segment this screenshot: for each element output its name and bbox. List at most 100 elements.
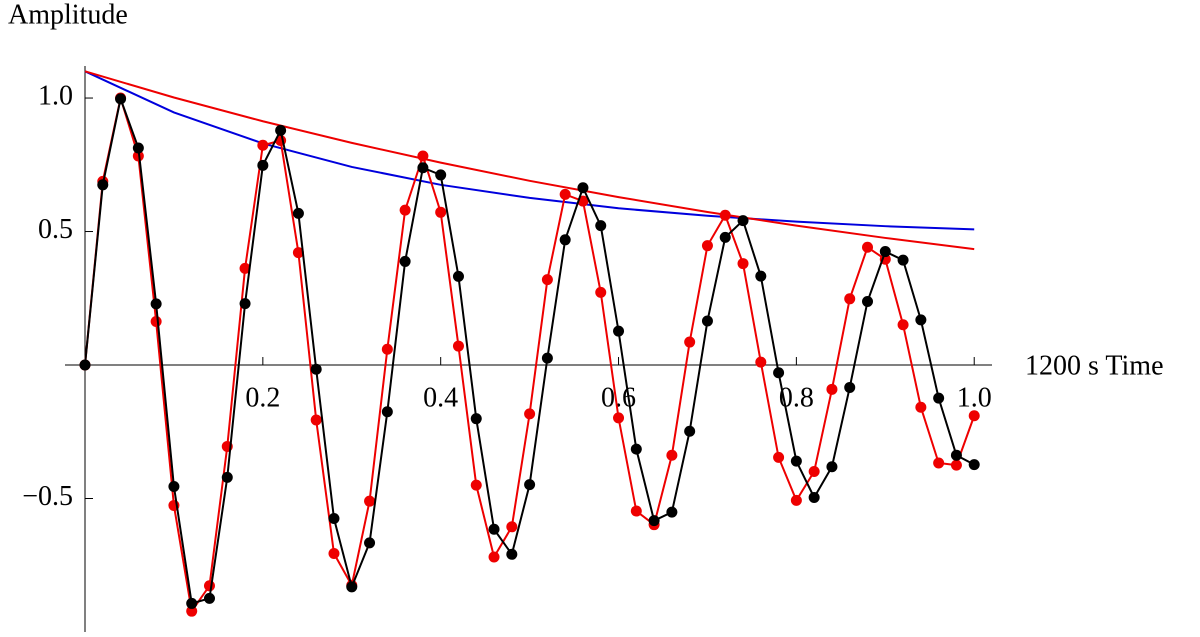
- data-point: [346, 581, 358, 593]
- data-point: [506, 548, 518, 560]
- data-point: [417, 162, 429, 174]
- data-point: [328, 513, 340, 525]
- data-point: [595, 286, 607, 298]
- data-point: [666, 449, 678, 461]
- y-tick-label: 1.0: [38, 80, 73, 111]
- y-tick-label: −0.5: [22, 481, 73, 512]
- data-point: [862, 295, 874, 307]
- data-point: [292, 247, 304, 259]
- data-point: [452, 270, 464, 282]
- data-point: [701, 315, 713, 327]
- data-point: [950, 459, 962, 471]
- data-point: [381, 406, 393, 418]
- data-point: [292, 207, 304, 219]
- data-point: [915, 314, 927, 326]
- data-point: [168, 480, 180, 492]
- x-tick-label: 0.8: [779, 382, 814, 413]
- data-point: [808, 466, 820, 478]
- data-point: [470, 479, 482, 491]
- data-point: [488, 551, 500, 563]
- data-point: [381, 343, 393, 355]
- data-point: [221, 471, 233, 483]
- data-point: [648, 515, 660, 527]
- data-point: [684, 425, 696, 437]
- data-point: [844, 293, 856, 305]
- data-point: [132, 142, 144, 154]
- data-point: [150, 298, 162, 310]
- data-point: [150, 316, 162, 328]
- data-point: [897, 319, 909, 331]
- y-axis-label: Amplitude: [8, 0, 128, 30]
- data-point: [755, 270, 767, 282]
- data-point: [310, 414, 322, 426]
- data-point: [595, 220, 607, 232]
- data-point: [97, 179, 109, 191]
- data-point: [897, 254, 909, 266]
- data-point: [737, 258, 749, 270]
- data-point: [577, 182, 589, 194]
- envelope-line: [84, 70, 975, 231]
- data-point: [915, 401, 927, 413]
- data-point: [435, 169, 447, 181]
- data-point: [364, 495, 376, 507]
- data-point: [257, 139, 269, 151]
- data-point: [524, 408, 536, 420]
- data-point: [399, 204, 411, 216]
- data-point: [79, 359, 91, 371]
- data-point: [826, 461, 838, 473]
- data-point: [630, 443, 642, 455]
- data-point: [186, 597, 198, 609]
- data-line: [84, 95, 975, 605]
- data-point: [968, 410, 980, 422]
- data-point: [203, 580, 215, 592]
- data-point: [559, 234, 571, 246]
- data-point: [737, 215, 749, 227]
- data-point: [364, 537, 376, 549]
- data-point: [115, 93, 127, 105]
- data-point: [790, 455, 802, 467]
- data-point: [239, 298, 251, 310]
- data-point: [435, 206, 447, 218]
- x-tick-label: 0.4: [423, 382, 458, 413]
- data-point: [470, 413, 482, 425]
- data-point: [257, 159, 269, 171]
- data-point: [790, 494, 802, 506]
- data-point: [826, 383, 838, 395]
- data-point: [684, 336, 696, 348]
- data-point: [666, 506, 678, 518]
- data-point: [203, 592, 215, 604]
- data-point: [559, 188, 571, 200]
- data-point: [186, 605, 198, 617]
- data-point: [310, 363, 322, 375]
- data-point: [488, 523, 500, 535]
- x-axis-label: 1200 s Time: [1025, 350, 1164, 381]
- data-point: [773, 451, 785, 463]
- data-point: [417, 150, 429, 162]
- data-point: [506, 521, 518, 533]
- data-point: [613, 325, 625, 337]
- data-point: [524, 479, 536, 491]
- data-point: [933, 392, 945, 404]
- data-point: [541, 274, 553, 286]
- data-point: [773, 367, 785, 379]
- data-point: [630, 505, 642, 517]
- data-point: [719, 231, 731, 243]
- data-point: [950, 449, 962, 461]
- data-point: [701, 240, 713, 252]
- data-point: [862, 241, 874, 253]
- data-point: [719, 209, 731, 221]
- data-point: [239, 262, 251, 274]
- data-point: [399, 255, 411, 267]
- y-tick-label: 0.5: [38, 214, 73, 245]
- envelope-line: [84, 70, 975, 251]
- data-point: [933, 457, 945, 469]
- data-point: [541, 352, 553, 364]
- data-point: [328, 548, 340, 560]
- data-point: [452, 340, 464, 352]
- data-point: [808, 491, 820, 503]
- data-point: [879, 246, 891, 258]
- x-tick-label: 1.0: [957, 382, 992, 413]
- data-point: [275, 124, 287, 136]
- data-point: [844, 381, 856, 393]
